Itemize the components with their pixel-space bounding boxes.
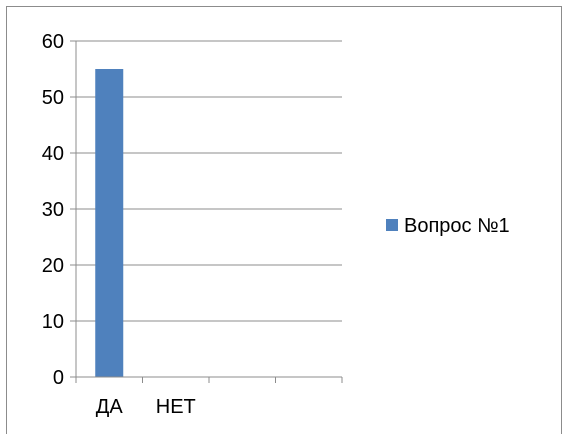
y-tick-label: 40 bbox=[42, 143, 64, 165]
chart-frame bbox=[6, 6, 562, 434]
x-tick-labels: ДА НЕТ bbox=[96, 396, 196, 418]
y-tick-label: 20 bbox=[42, 255, 64, 277]
y-tick-label: 60 bbox=[42, 31, 64, 53]
legend-swatch bbox=[386, 219, 398, 231]
bars bbox=[95, 69, 124, 377]
y-tick-labels: 0 10 20 30 40 50 60 bbox=[42, 31, 64, 389]
bar-da bbox=[95, 69, 124, 377]
y-tick-label: 50 bbox=[42, 87, 64, 109]
legend-label: Вопрос №1 bbox=[404, 215, 510, 237]
y-tick-label: 30 bbox=[42, 199, 64, 221]
x-axis bbox=[75, 376, 343, 383]
y-tick-label: 10 bbox=[42, 311, 64, 333]
legend: Вопрос №1 bbox=[386, 215, 510, 237]
y-axis bbox=[70, 40, 77, 378]
x-tick-label: ДА bbox=[96, 396, 124, 418]
x-tick-label: НЕТ bbox=[156, 396, 196, 418]
y-tick-label: 0 bbox=[53, 367, 64, 389]
